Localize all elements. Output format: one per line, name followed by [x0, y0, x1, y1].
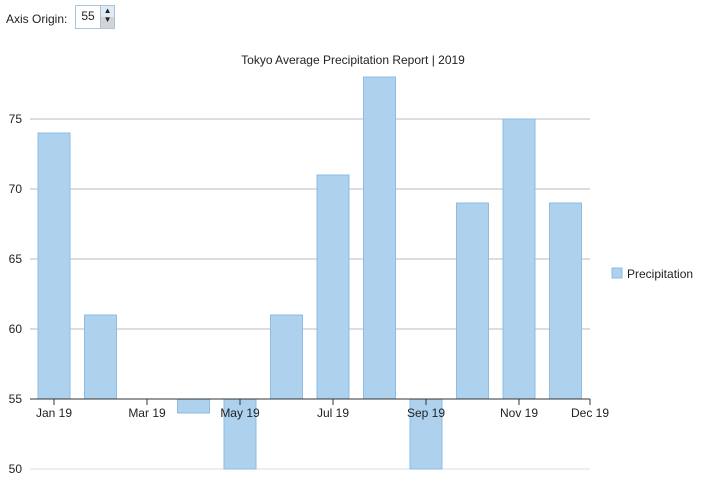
- y-tick-label: 50: [9, 462, 23, 476]
- y-tick-label: 65: [9, 252, 23, 266]
- y-tick-label: 55: [9, 392, 23, 406]
- axis-origin-value[interactable]: 55: [81, 9, 95, 23]
- bar-sep-19[interactable]: [409, 398, 443, 470]
- x-tick-label: May 19: [220, 406, 260, 420]
- x-tick-label: Dec 19: [571, 406, 609, 420]
- bar-jun-19[interactable]: [270, 314, 303, 400]
- x-tick-label: Jul 19: [317, 406, 349, 420]
- y-tick-label: 60: [9, 322, 23, 336]
- bar-dec-19[interactable]: [549, 202, 582, 400]
- legend-label: Precipitation: [627, 267, 693, 281]
- x-tick-label: Jan 19: [36, 406, 72, 420]
- axis-origin-spinner[interactable]: 55 ▲ ▼: [75, 5, 116, 29]
- axis-origin-control: Axis Origin: 55 ▲ ▼: [6, 5, 116, 29]
- x-tick-label: Mar 19: [128, 406, 166, 420]
- chart-title: Tokyo Average Precipitation Report | 201…: [241, 53, 465, 67]
- legend[interactable]: Precipitation: [611, 267, 693, 281]
- x-tick-label: Nov 19: [500, 406, 538, 420]
- bar-feb-19[interactable]: [84, 314, 117, 400]
- bar-aug-19[interactable]: [363, 76, 396, 400]
- y-tick-label: 75: [9, 112, 23, 126]
- axis-origin-label: Axis Origin:: [6, 12, 68, 26]
- bar-nov-19[interactable]: [502, 118, 536, 400]
- x-tick-label: Sep 19: [407, 406, 445, 420]
- bar-oct-19[interactable]: [456, 202, 489, 400]
- spinner-arrows-icon[interactable]: ▲ ▼: [99, 6, 115, 28]
- legend-swatch: [611, 267, 623, 279]
- y-tick-label: 70: [9, 182, 23, 196]
- bar-apr-19[interactable]: [177, 398, 210, 414]
- bar-may-19[interactable]: [223, 398, 257, 470]
- bar-jul-19[interactable]: [316, 174, 350, 400]
- bar-jan-19[interactable]: [37, 132, 71, 400]
